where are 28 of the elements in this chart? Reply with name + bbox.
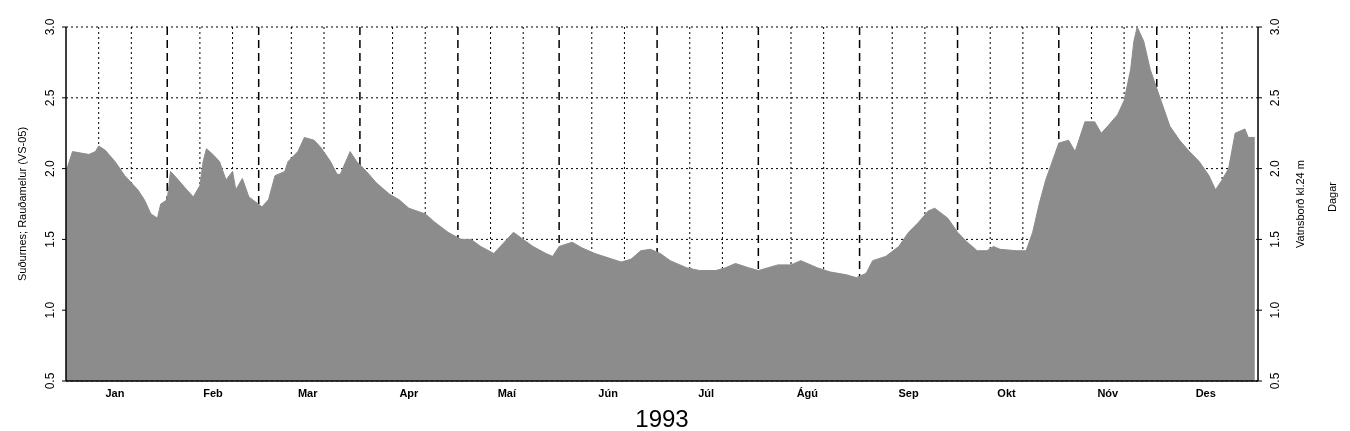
y2-axis-title: Vatnsborð kl.24 m [1293,160,1306,248]
y-tick-label: 1.5 [43,230,57,248]
text: Dagar [1325,180,1339,214]
y-tick-label: 2.5 [43,89,57,107]
x-tick-label: Nóv [1097,386,1120,399]
x-tick-label: Ágú [796,386,819,399]
x-tick-label: Des [1195,386,1216,399]
x-tick-label: Sep [898,386,919,399]
y-tick-label: 2.0 [43,159,57,177]
y2-tick-label: 2.5 [1267,89,1282,107]
x-tick-label: Feb [203,386,224,399]
x-tick-label: Mar [297,386,319,399]
y2-tick-label: 3.0 [1267,18,1282,36]
y-tick-label: 0.5 [43,372,57,390]
y-axis-title: Suðurnes; Rauðamelur (VS-05) [15,126,28,282]
y2-tick-label: 1.0 [1267,301,1282,319]
y-tick-label: 1.0 [43,301,57,319]
x-tick-label: Jún [598,386,619,399]
x-tick-label: Júl [698,386,715,399]
y-tick-label: 3.0 [43,18,57,36]
x-tick-label: Jan [105,386,125,399]
y2-tick-label: 0.5 [1267,372,1282,390]
y2-tick-label: 1.5 [1267,230,1282,248]
x-tick-label: Maí [497,386,517,399]
x-tick-label: Okt [997,386,1017,399]
x-axis-title: 1993 [635,405,689,431]
x-tick-label: Apr [399,386,420,399]
y2-tick-label: 2.0 [1267,159,1282,177]
